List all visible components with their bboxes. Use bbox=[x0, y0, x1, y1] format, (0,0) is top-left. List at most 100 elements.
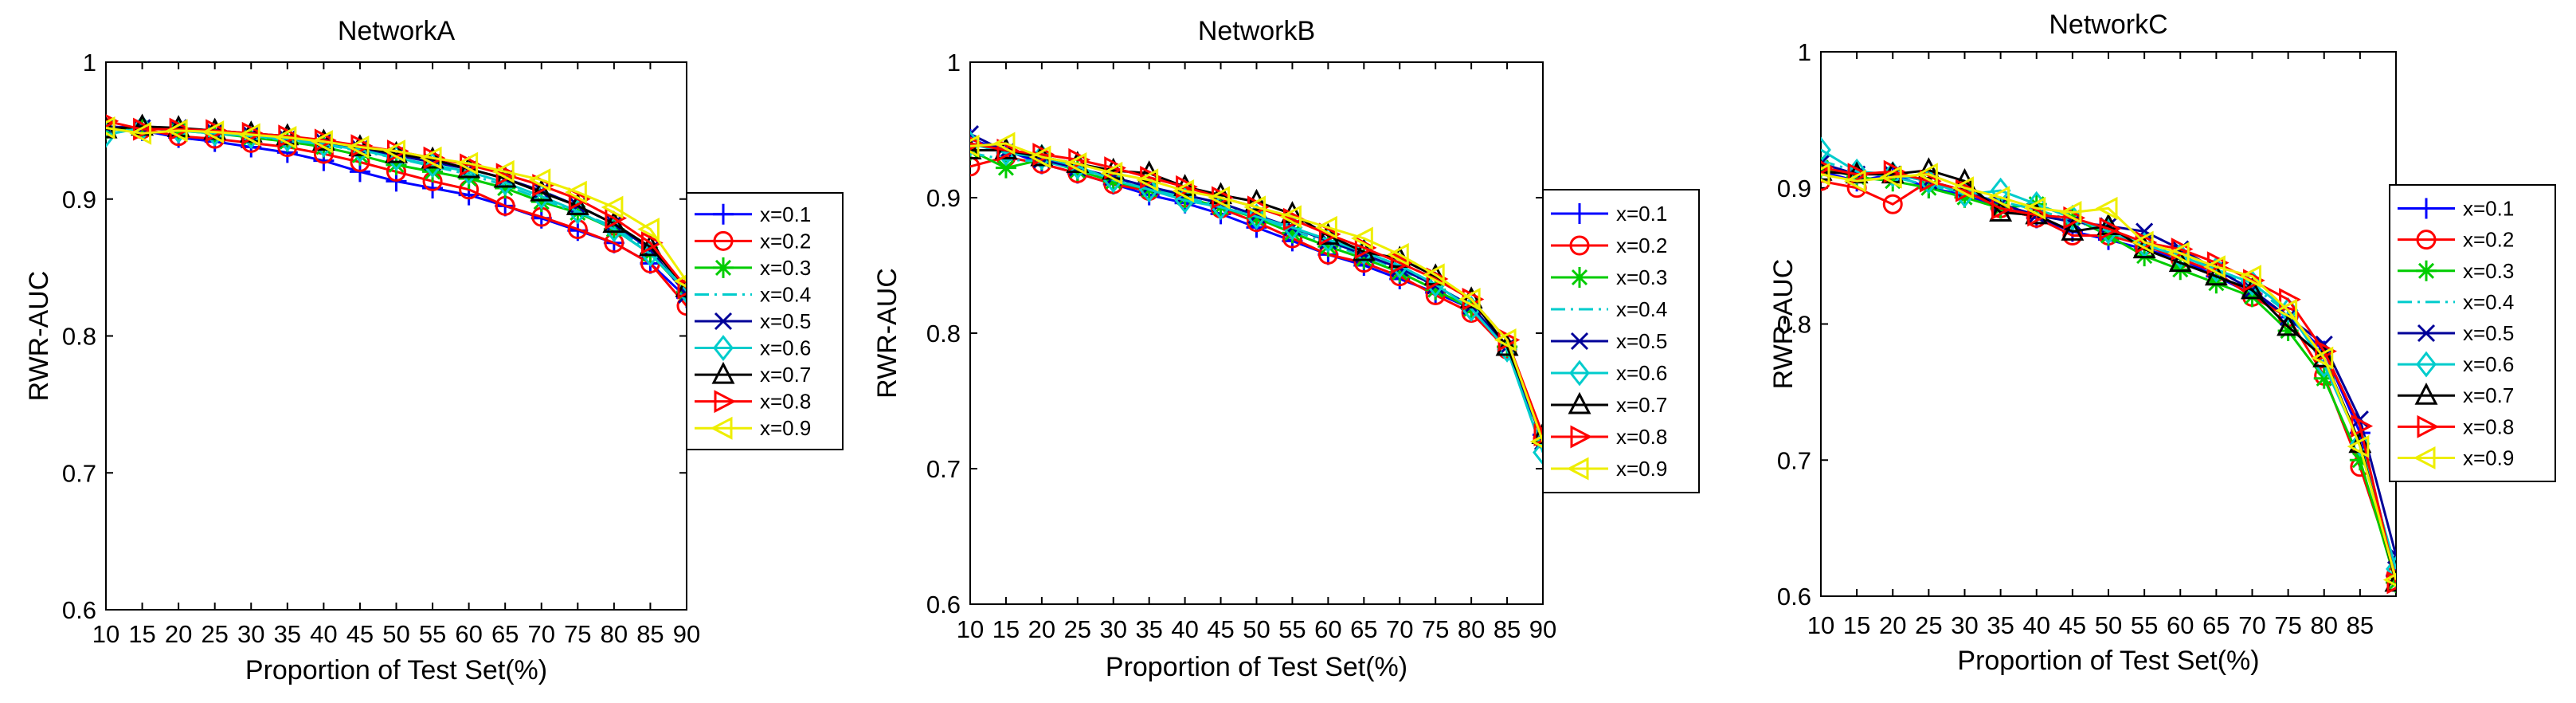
x-tick-label: 15 bbox=[128, 620, 155, 648]
data-point bbox=[2347, 434, 2370, 458]
data-point bbox=[528, 168, 551, 192]
data-point bbox=[992, 132, 1016, 155]
legend-marker bbox=[711, 361, 735, 384]
legend-label: x=0.7 bbox=[2463, 383, 2514, 407]
data-point bbox=[2239, 265, 2261, 289]
data-point bbox=[2243, 269, 2265, 293]
data-point bbox=[1282, 222, 1303, 244]
data-point bbox=[1847, 163, 1870, 187]
data-point bbox=[2277, 320, 2299, 342]
data-point bbox=[1533, 423, 1543, 446]
chart-title: NetworkA bbox=[338, 16, 456, 46]
legend-label: x=0.8 bbox=[760, 390, 811, 414]
data-point bbox=[1531, 422, 1543, 444]
data-point bbox=[640, 231, 664, 255]
y-tick-label: 0.9 bbox=[926, 184, 961, 212]
legend-label: x=0.6 bbox=[2463, 352, 2514, 376]
data-point bbox=[566, 193, 589, 215]
legend-marker bbox=[713, 335, 734, 361]
data-point bbox=[2311, 346, 2334, 370]
data-point bbox=[530, 191, 552, 213]
x-tick-label: 75 bbox=[1422, 615, 1449, 643]
x-tick-label: 80 bbox=[2311, 611, 2338, 639]
data-point bbox=[2277, 313, 2300, 336]
chart-title: NetworkC bbox=[2049, 10, 2167, 40]
legend-label: x=0.7 bbox=[1616, 393, 1667, 417]
chart-panel-2: 0.6 0.7 0.8 0.9 1 10 15 20 25 30 35 40 45 50 55 60 65 70 7… bbox=[872, 16, 1700, 682]
data-point bbox=[970, 136, 984, 151]
data-point bbox=[996, 139, 1020, 162]
data-point bbox=[386, 154, 407, 175]
legend-label: x=0.6 bbox=[1616, 361, 1667, 385]
legend-label: x=0.9 bbox=[2463, 446, 2514, 469]
data-point bbox=[311, 130, 333, 154]
data-point bbox=[2384, 569, 2396, 592]
legend-marker bbox=[714, 390, 737, 414]
data-point bbox=[422, 161, 444, 183]
y-tick-label: 1 bbox=[83, 49, 96, 77]
data-point bbox=[970, 137, 982, 159]
legend-marker bbox=[2414, 382, 2438, 405]
data-point bbox=[1243, 195, 1266, 219]
legend-marker bbox=[1569, 235, 1590, 256]
legend: x=0.1 x=0.2 x=0.3x=0.4 x=0.5 x=0.6 x=0.7 x=0.8… bbox=[686, 192, 844, 450]
data-point bbox=[2023, 196, 2046, 220]
x-tick-label: 35 bbox=[1987, 611, 2014, 639]
legend-label: x=0.2 bbox=[1616, 234, 1667, 257]
data-point bbox=[2095, 196, 2118, 220]
x-tick-label: 40 bbox=[2023, 611, 2050, 639]
y-axis-label: RWR-AUC bbox=[1768, 259, 1799, 390]
data-point bbox=[106, 116, 115, 139]
data-point bbox=[1952, 176, 1974, 200]
data-point bbox=[2275, 298, 2298, 322]
x-tick-label: 85 bbox=[1494, 615, 1521, 643]
y-tick-label: 1 bbox=[1798, 38, 1811, 66]
data-point bbox=[1174, 187, 1196, 214]
data-point bbox=[601, 195, 624, 219]
x-tick-label: 65 bbox=[1350, 615, 1377, 643]
x-tick-label: 85 bbox=[636, 620, 664, 648]
x-tick-label: 55 bbox=[1278, 615, 1306, 643]
data-point bbox=[1918, 177, 1940, 198]
data-point bbox=[1843, 169, 1866, 193]
x-tick-label: 55 bbox=[419, 620, 446, 648]
x-tick-label: 20 bbox=[1028, 615, 1055, 643]
legend-label: x=0.9 bbox=[760, 416, 811, 440]
data-point bbox=[2349, 430, 2370, 458]
x-tick-label: 45 bbox=[346, 620, 374, 648]
data-point bbox=[1136, 168, 1159, 192]
data-point bbox=[676, 296, 687, 316]
x-tick-label: 65 bbox=[491, 620, 519, 648]
legend-label: x=0.2 bbox=[2463, 228, 2514, 252]
data-point bbox=[2312, 344, 2336, 367]
data-point bbox=[1880, 165, 1902, 189]
legend-marker bbox=[1568, 391, 1591, 414]
legend-marker bbox=[2413, 446, 2436, 469]
legend-label: x=0.8 bbox=[1616, 425, 1667, 449]
data-point bbox=[1882, 194, 1903, 214]
data-point bbox=[383, 139, 405, 163]
data-point bbox=[495, 178, 516, 199]
legend-marker bbox=[2417, 324, 2436, 343]
x-tick-label: 90 bbox=[673, 620, 700, 648]
data-point bbox=[1821, 160, 1834, 175]
legend-marker bbox=[713, 257, 734, 278]
x-tick-label: 50 bbox=[382, 620, 409, 648]
data-point bbox=[568, 187, 591, 211]
x-tick-label: 90 bbox=[1529, 615, 1556, 643]
data-point bbox=[1387, 242, 1409, 266]
data-point bbox=[2132, 236, 2156, 259]
data-point bbox=[106, 114, 119, 128]
x-tick-label: 15 bbox=[1843, 611, 1870, 639]
legend-label: x=0.4 bbox=[2463, 290, 2514, 314]
data-point bbox=[1174, 187, 1196, 208]
data-point bbox=[1458, 288, 1481, 311]
legend-label: x=0.3 bbox=[1616, 265, 1667, 289]
data-point bbox=[1315, 215, 1337, 239]
legend-label: x=0.1 bbox=[2463, 197, 2514, 221]
data-point bbox=[2386, 556, 2396, 583]
legend-marker bbox=[1569, 267, 1590, 288]
series-layer bbox=[106, 113, 687, 316]
x-tick-label: 40 bbox=[1171, 615, 1198, 643]
